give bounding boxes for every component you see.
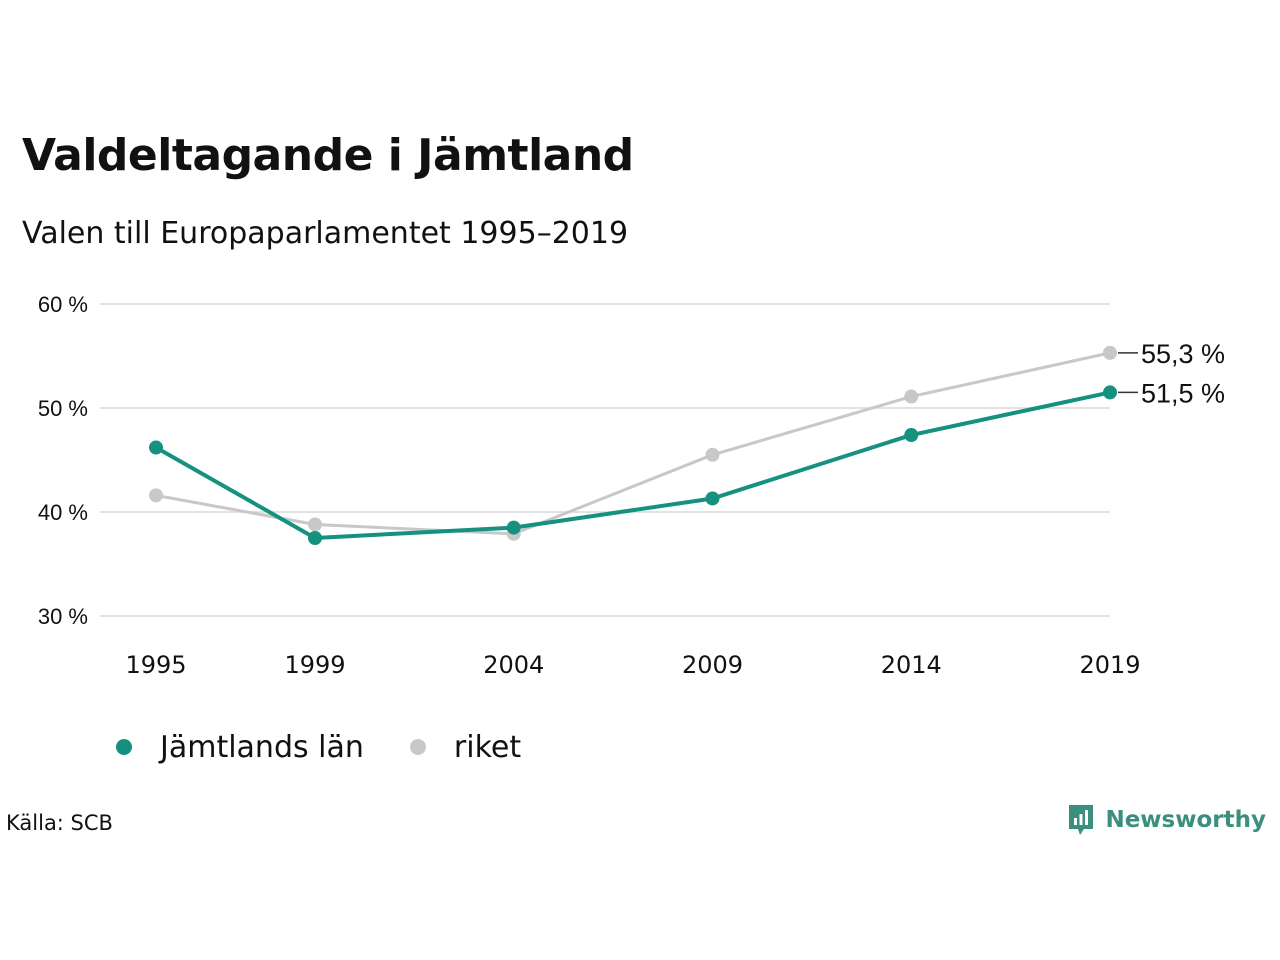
y-tick-label: 60 % bbox=[38, 292, 88, 317]
data-point-jamtland bbox=[506, 520, 521, 535]
data-point-jamtland bbox=[705, 491, 720, 506]
x-tick-label: 1999 bbox=[284, 651, 345, 679]
line-chart: 30 % 40 % 50 % 60 % 1995 1999 2004 2009 2014 201… bbox=[38, 292, 1225, 679]
end-label-riket: 55,3 % bbox=[1141, 339, 1225, 369]
series-line-jamtland bbox=[155, 390, 1111, 540]
y-tick-label: 40 % bbox=[38, 500, 88, 525]
x-tick-label: 2004 bbox=[483, 651, 544, 679]
data-point-jamtland bbox=[904, 428, 919, 443]
data-point-riket bbox=[705, 447, 720, 462]
source-note: Källa: SCB bbox=[6, 811, 113, 835]
data-point-jamtland bbox=[308, 531, 322, 545]
x-tick-label: 2019 bbox=[1079, 651, 1140, 679]
chart-title: Valdeltagande i Jämtland bbox=[22, 130, 634, 181]
data-point-riket bbox=[308, 517, 322, 532]
legend-marker-jamtland bbox=[116, 739, 132, 755]
x-tick-label: 2014 bbox=[881, 651, 942, 679]
y-tick-label: 50 % bbox=[38, 396, 88, 421]
x-tick-label: 1995 bbox=[125, 651, 186, 679]
bar-chart-pin-icon bbox=[1069, 805, 1094, 835]
legend-item-jamtland: Jämtlands län bbox=[116, 730, 364, 765]
x-tick-label: 2009 bbox=[682, 651, 743, 679]
legend-label-jamtland: Jämtlands län bbox=[160, 729, 364, 765]
brand-name: Newsworthy bbox=[1105, 807, 1266, 833]
data-point-riket bbox=[1103, 345, 1117, 360]
data-point-jamtland bbox=[1103, 385, 1117, 400]
legend-item-riket: riket bbox=[409, 729, 522, 765]
end-label-jamtland: 51,5 % bbox=[1141, 378, 1225, 408]
legend-marker-riket bbox=[409, 739, 426, 755]
data-point-jamtland bbox=[149, 440, 163, 455]
data-point-riket bbox=[904, 389, 919, 404]
series-line-riket bbox=[155, 351, 1111, 536]
data-point-riket bbox=[149, 488, 163, 503]
chart-subtitle: Valen till Europaparlamentet 1995–2019 bbox=[22, 216, 629, 251]
y-tick-label: 30 % bbox=[38, 604, 88, 629]
legend-label-riket: riket bbox=[453, 729, 522, 765]
legend: Jämtlands län riket bbox=[116, 727, 567, 767]
brand-logo[interactable]: Newsworthy bbox=[1067, 803, 1266, 837]
